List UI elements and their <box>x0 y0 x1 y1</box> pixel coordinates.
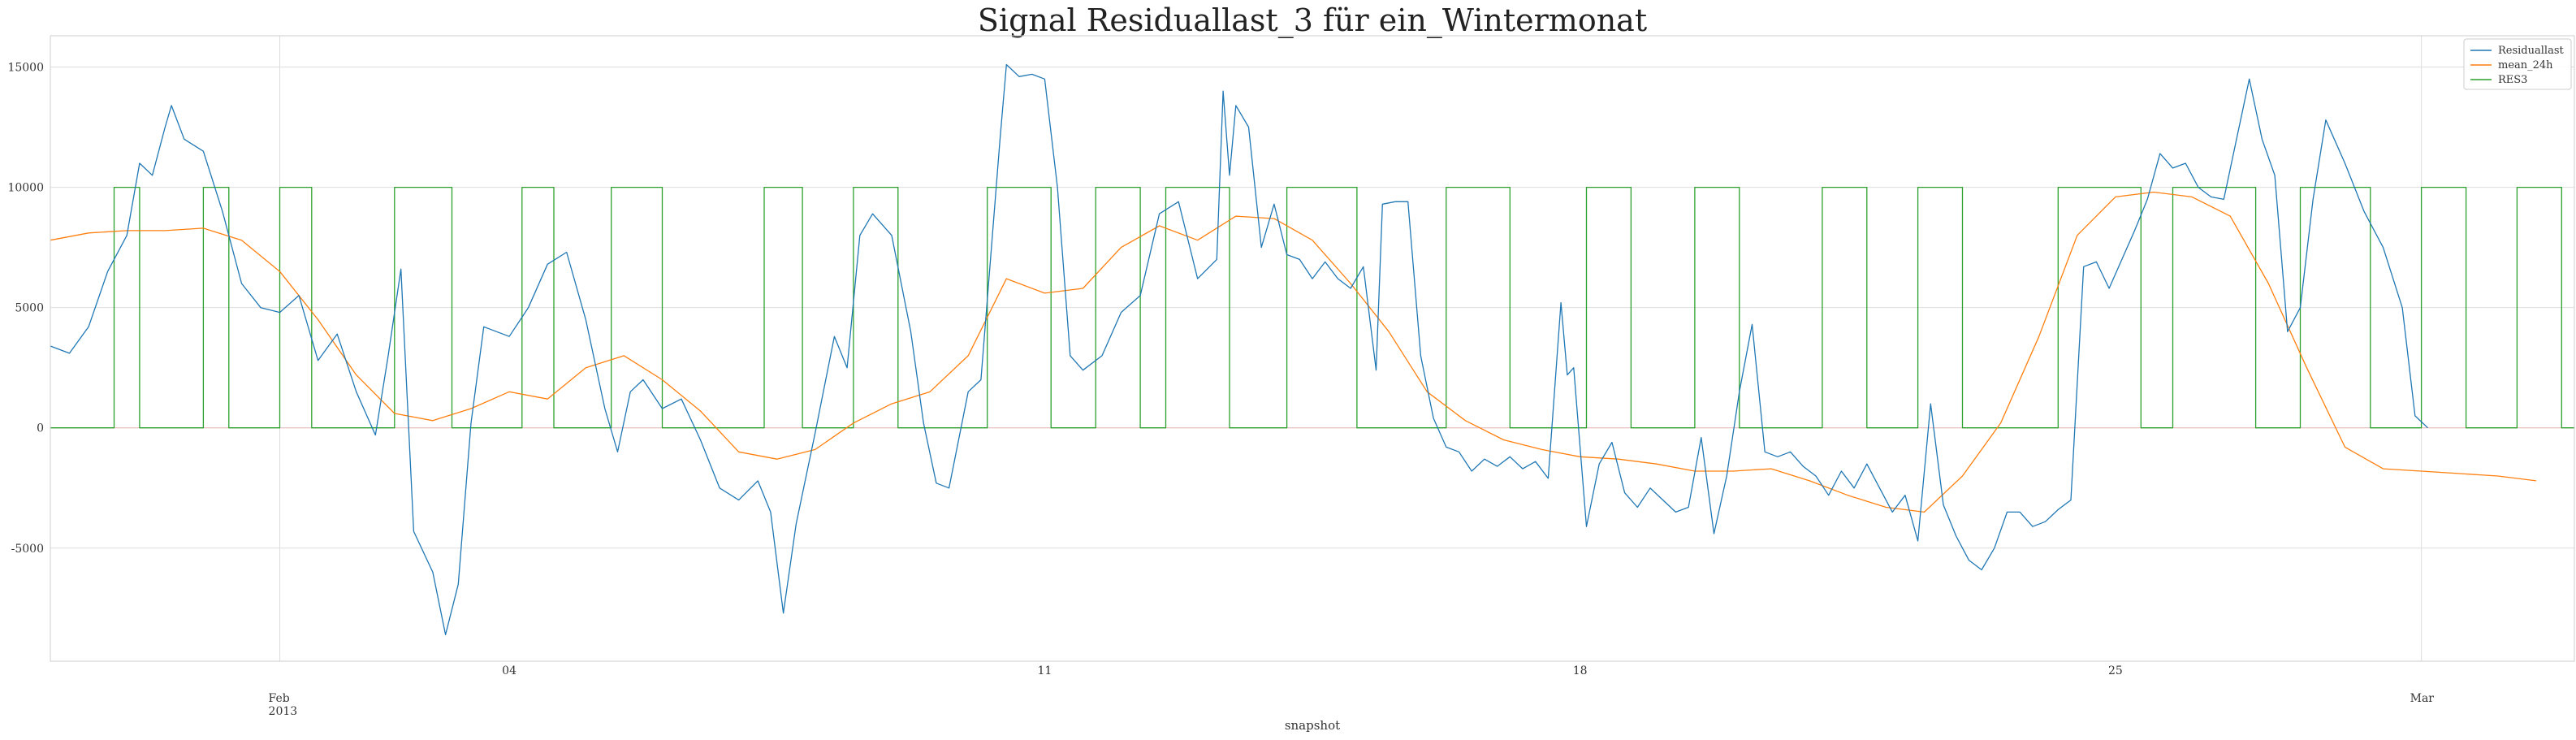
x-tick-label: 11 <box>1037 664 1052 677</box>
series-line-res3 <box>50 186 2574 429</box>
x-tick-label: 04 <box>502 664 516 677</box>
y-tick-label: 5000 <box>15 302 44 315</box>
series-line-mean-24h <box>50 191 2536 513</box>
x-tick-label: Mar <box>2410 692 2435 705</box>
legend: Residuallast mean_24h RES3 <box>2463 38 2572 90</box>
legend-label: mean_24h <box>2498 59 2553 71</box>
legend-label: RES3 <box>2498 74 2527 86</box>
y-tick-label: 0 <box>37 422 44 435</box>
legend-box <box>2463 38 2572 90</box>
x-tick-label: 25 <box>2108 664 2123 677</box>
y-tick-label: 15000 <box>7 62 44 75</box>
plot-frame <box>50 35 2575 662</box>
x-tick-label: 18 <box>1573 664 1588 677</box>
series-layer <box>50 63 2574 636</box>
chart-title: Signal Residuallast_3 für ein_Wintermona… <box>978 2 1647 39</box>
series-line-residuallast <box>50 63 2428 636</box>
y-axis-ticks: -5000 0 5000 10000 15000 <box>7 62 44 556</box>
x-tick-sublabel: 2013 <box>269 705 298 718</box>
y-tick-label: 10000 <box>7 182 44 195</box>
y-tick-label: -5000 <box>11 543 44 556</box>
legend-label: Residuallast <box>2498 45 2564 57</box>
x-axis-label: snapshot <box>1285 718 1340 733</box>
x-tick-label: Feb <box>269 692 290 705</box>
